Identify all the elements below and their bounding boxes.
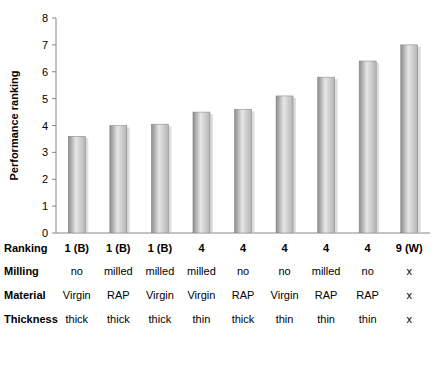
y-tick-label: 6 bbox=[42, 66, 48, 78]
bar bbox=[318, 77, 335, 233]
chart-container: 0 1 2 3 4 5 6 7 8 Performance ranking Ranking 1 (B)… bbox=[0, 0, 437, 365]
y-tick bbox=[52, 44, 56, 45]
table-cell: 4 bbox=[281, 242, 288, 254]
table-cell: no bbox=[362, 265, 374, 277]
row-label: Material bbox=[4, 289, 46, 301]
table-cell: thick bbox=[65, 313, 88, 325]
table-cell: x bbox=[406, 265, 412, 277]
row-label: Milling bbox=[4, 265, 39, 277]
table-cell: RAP bbox=[356, 289, 379, 301]
y-tick-label: 0 bbox=[42, 227, 48, 239]
table-cell: 4 bbox=[323, 242, 330, 254]
row-label: Ranking bbox=[4, 242, 47, 254]
bar bbox=[68, 136, 85, 233]
y-tick-label: 3 bbox=[42, 146, 48, 158]
table-cell: thin bbox=[193, 313, 211, 325]
table-cell: 1 (B) bbox=[106, 242, 131, 254]
y-tick bbox=[52, 98, 56, 99]
table-cell: milled bbox=[146, 265, 175, 277]
bar bbox=[110, 126, 127, 234]
y-axis-label: Performance ranking bbox=[8, 70, 20, 180]
table-cell: RAP bbox=[315, 289, 338, 301]
bar bbox=[401, 45, 418, 233]
table-cell: milled bbox=[187, 265, 216, 277]
y-tick bbox=[52, 179, 56, 180]
table-cell: 1 (B) bbox=[148, 242, 173, 254]
table-cell: 4 bbox=[198, 242, 205, 254]
table-cell: thick bbox=[232, 313, 255, 325]
y-tick-label: 5 bbox=[42, 93, 48, 105]
bar bbox=[276, 96, 293, 233]
table-cell: Virgin bbox=[187, 289, 215, 301]
y-tick bbox=[52, 18, 56, 19]
y-tick-label: 2 bbox=[42, 173, 48, 185]
y-tick-label: 1 bbox=[42, 200, 48, 212]
table-cell: milled bbox=[312, 265, 341, 277]
table-cell: 9 (W) bbox=[396, 242, 423, 254]
table-cell: thin bbox=[359, 313, 377, 325]
bar bbox=[235, 109, 252, 233]
y-tick-label: 8 bbox=[42, 12, 48, 24]
y-tick-label: 7 bbox=[42, 39, 48, 51]
y-tick bbox=[52, 206, 56, 207]
y-tick bbox=[52, 233, 56, 234]
table-cell: 4 bbox=[365, 242, 372, 254]
table-cell: no bbox=[278, 265, 290, 277]
table-cell: RAP bbox=[107, 289, 130, 301]
table-cell: no bbox=[71, 265, 83, 277]
table-cell: thick bbox=[149, 313, 172, 325]
table-cell: no bbox=[237, 265, 249, 277]
table-cell: x bbox=[406, 313, 412, 325]
y-tick bbox=[52, 125, 56, 126]
y-tick bbox=[52, 152, 56, 153]
table-cell: RAP bbox=[232, 289, 255, 301]
table-cell: thick bbox=[107, 313, 130, 325]
bar bbox=[359, 61, 376, 233]
y-tick-label: 4 bbox=[42, 120, 48, 132]
bar bbox=[151, 124, 168, 233]
table-cell: 4 bbox=[240, 242, 247, 254]
y-tick bbox=[52, 71, 56, 72]
table-cell: thin bbox=[317, 313, 335, 325]
table-cell: Virgin bbox=[271, 289, 299, 301]
bar bbox=[193, 112, 210, 233]
bars bbox=[68, 45, 420, 233]
table-cell: x bbox=[406, 289, 412, 301]
table-cell: milled bbox=[104, 265, 133, 277]
table-cell: 1 (B) bbox=[65, 242, 90, 254]
table-cell: Virgin bbox=[63, 289, 91, 301]
chart-svg: 0 1 2 3 4 5 6 7 8 Performance ranking Ranking 1 (B)… bbox=[0, 0, 437, 365]
table-cell: thin bbox=[276, 313, 294, 325]
table-cell: Virgin bbox=[146, 289, 174, 301]
row-label: Thickness bbox=[4, 313, 58, 325]
